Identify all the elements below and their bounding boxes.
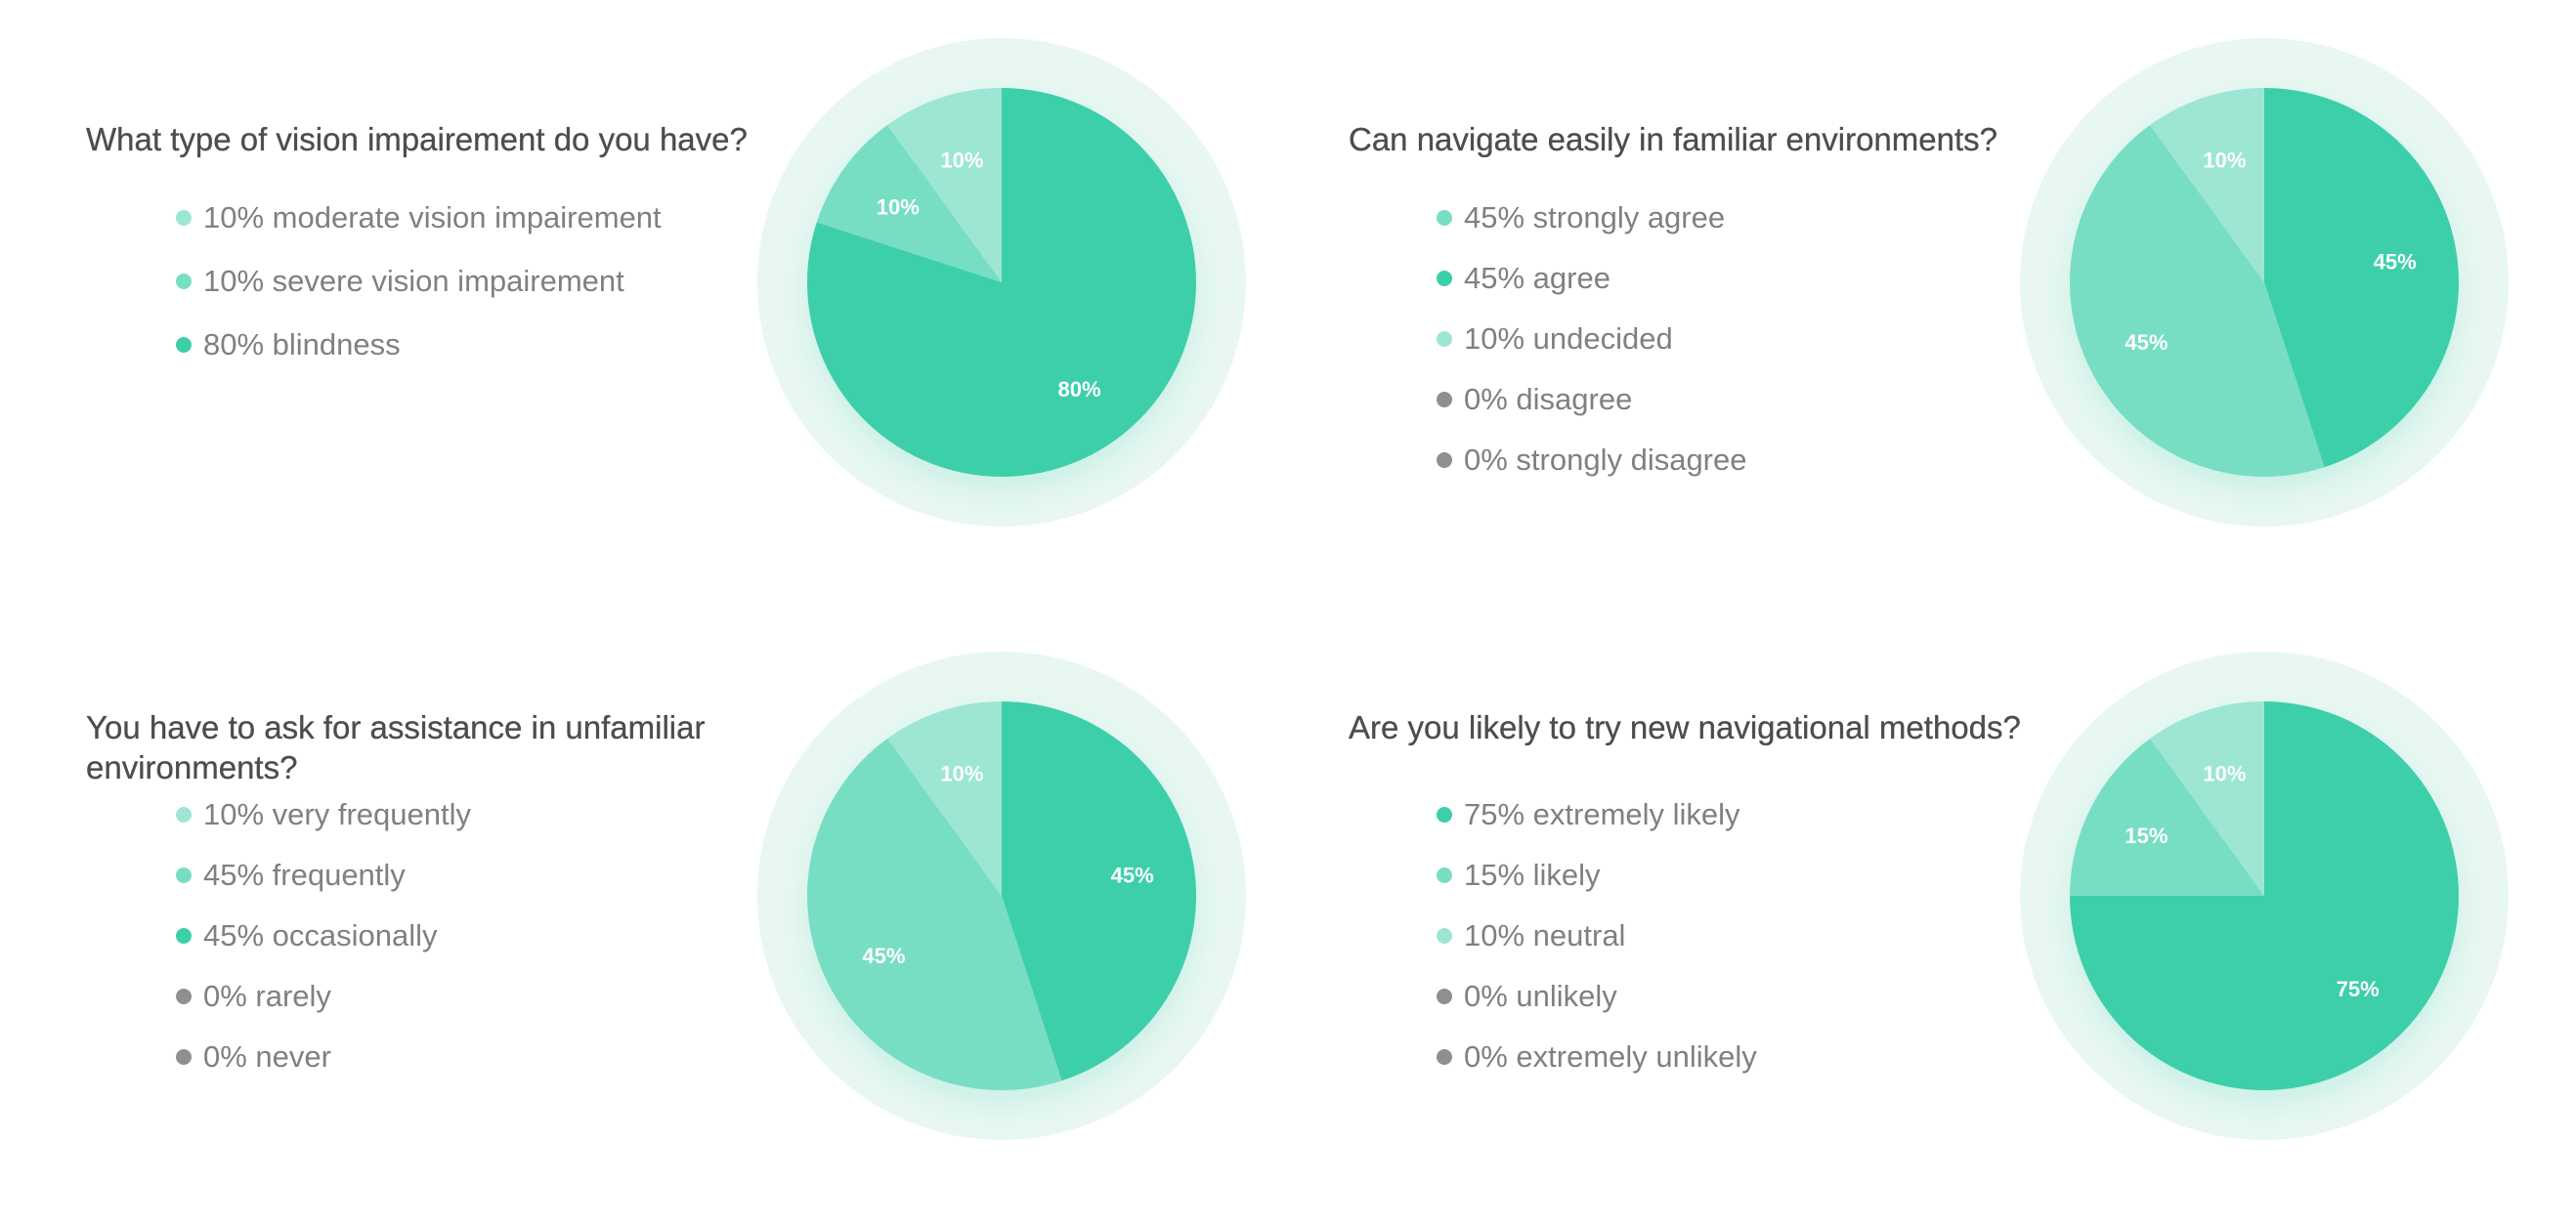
legend-label: 45% agree xyxy=(1464,261,1610,295)
legend-label: 0% never xyxy=(203,1039,331,1074)
legend-item: 0% extremely unlikely xyxy=(1437,1027,1757,1087)
legend-label: 0% unlikely xyxy=(1464,979,1617,1013)
survey-panel-assistance: You have to ask for assistance in unfami… xyxy=(0,614,1288,1227)
legend-item: 0% disagree xyxy=(1437,369,1747,430)
slice-value-label: 10% xyxy=(940,762,983,786)
pie-slice xyxy=(2070,125,2325,477)
legend-label: 0% rarely xyxy=(203,979,331,1013)
pie-slice xyxy=(887,701,1002,896)
legend-dot-icon xyxy=(1437,928,1452,944)
legend-dot-icon xyxy=(1437,271,1452,286)
question-title: Are you likely to try new navigational m… xyxy=(1349,709,2021,745)
legend-dot-icon xyxy=(1437,989,1452,1004)
pie-slice xyxy=(806,739,1062,1090)
pie-chart: 75% 15% 10% xyxy=(2020,652,2509,1140)
question-title: You have to ask for assistance in unfami… xyxy=(86,709,706,785)
legend-dot-icon xyxy=(176,807,192,823)
legend-dot-icon xyxy=(1437,331,1452,347)
legend-label: 10% neutral xyxy=(1464,918,1626,952)
slice-value-label: 10% xyxy=(2203,762,2246,786)
legend-label: 75% extremely likely xyxy=(1464,797,1740,831)
legend-label: 10% very frequently xyxy=(203,797,471,831)
legend-label: 10% moderate vision impairement xyxy=(203,200,662,234)
slice-value-label: 45% xyxy=(2125,330,2168,355)
legend: 10% very frequently 45% frequently 45% o… xyxy=(176,784,471,1087)
slice-value-label: 10% xyxy=(2203,148,2246,173)
legend-dot-icon xyxy=(176,210,192,226)
legend-label: 0% extremely unlikely xyxy=(1464,1039,1757,1074)
question-title: Can navigate easily in familiar environm… xyxy=(1349,121,1997,157)
legend-item: 10% moderate vision impairement xyxy=(176,188,662,248)
slice-value-label: 45% xyxy=(1111,863,1154,887)
legend-item: 45% strongly agree xyxy=(1437,188,1747,248)
legend-dot-icon xyxy=(176,1049,192,1065)
legend-item: 0% unlikely xyxy=(1437,966,1757,1027)
legend-dot-icon xyxy=(176,867,192,883)
survey-panel-new-methods: Are you likely to try new navigational m… xyxy=(1288,614,2576,1227)
pie-slices xyxy=(2070,701,2459,1090)
slice-value-label: 45% xyxy=(2374,249,2417,274)
legend-dot-icon xyxy=(1437,1049,1452,1065)
legend-label: 10% undecided xyxy=(1464,321,1673,356)
slice-value-label: 10% xyxy=(940,148,983,173)
pie-chart: 45% 45% 10% xyxy=(2020,38,2509,527)
legend-label: 45% occasionally xyxy=(203,918,438,952)
legend-item: 10% neutral xyxy=(1437,906,1757,966)
pie-slice xyxy=(887,88,1002,282)
pie-chart: 45% 45% 10% xyxy=(757,652,1246,1140)
legend-dot-icon xyxy=(176,928,192,944)
survey-panel-vision-type: What type of vision impairement do you h… xyxy=(0,0,1288,614)
legend-item: 15% likely xyxy=(1437,845,1757,906)
legend-dot-icon xyxy=(1437,452,1452,468)
legend: 10% moderate vision impairement 10% seve… xyxy=(176,188,662,375)
legend-label: 80% blindness xyxy=(203,327,401,361)
legend-dot-icon xyxy=(176,337,192,353)
pie-slice xyxy=(2264,88,2459,468)
pie-slice xyxy=(2150,701,2264,896)
legend-dot-icon xyxy=(1437,210,1452,226)
slice-value-label: 15% xyxy=(2125,824,2168,848)
pie-slices xyxy=(2070,88,2459,477)
legend-label: 45% strongly agree xyxy=(1464,200,1726,234)
slice-value-label: 75% xyxy=(2337,977,2380,1001)
legend-label: 0% disagree xyxy=(1464,382,1633,416)
legend-item: 0% never xyxy=(176,1027,471,1087)
slice-value-label: 10% xyxy=(877,194,920,219)
slice-value-label: 80% xyxy=(1058,377,1101,402)
question-title: What type of vision impairement do you h… xyxy=(86,121,748,157)
legend-dot-icon xyxy=(1437,807,1452,823)
legend: 75% extremely likely 15% likely 10% neut… xyxy=(1437,784,1757,1087)
pie-slices xyxy=(806,701,1196,1090)
pie-slice xyxy=(2150,88,2264,282)
legend-dot-icon xyxy=(176,989,192,1004)
legend: 45% strongly agree 45% agree 10% undecid… xyxy=(1437,188,1747,490)
survey-panel-familiar-navigation: Can navigate easily in familiar environm… xyxy=(1288,0,2576,614)
legend-item: 0% strongly disagree xyxy=(1437,430,1747,490)
pie-slice xyxy=(1002,701,1196,1081)
legend-item: 10% very frequently xyxy=(176,784,471,845)
legend-dot-icon xyxy=(1437,867,1452,883)
legend-item: 45% frequently xyxy=(176,845,471,906)
pie-chart: 80% 10% 10% xyxy=(757,38,1246,527)
legend-item: 0% rarely xyxy=(176,966,471,1027)
legend-label: 0% strongly disagree xyxy=(1464,443,1747,477)
legend-item: 45% occasionally xyxy=(176,906,471,966)
legend-item: 80% blindness xyxy=(176,315,662,375)
legend-item: 45% agree xyxy=(1437,248,1747,309)
legend-item: 10% severe vision impairement xyxy=(176,248,662,315)
legend-item: 75% extremely likely xyxy=(1437,784,1757,845)
slice-value-label: 45% xyxy=(862,944,905,968)
pie-slice xyxy=(2070,739,2264,896)
legend-label: 10% severe vision impairement xyxy=(203,264,624,298)
pie-slices xyxy=(807,88,1196,477)
legend-label: 45% frequently xyxy=(203,858,406,892)
legend-dot-icon xyxy=(1437,392,1452,407)
legend-dot-icon xyxy=(176,274,192,289)
legend-label: 15% likely xyxy=(1464,858,1601,892)
legend-item: 10% undecided xyxy=(1437,309,1747,369)
pie-slice xyxy=(816,125,1002,282)
